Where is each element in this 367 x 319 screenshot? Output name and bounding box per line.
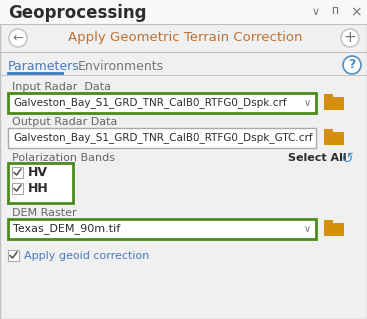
Bar [324, 220, 333, 223]
Text: Select All: Select All [288, 153, 346, 163]
Bar [8, 250, 19, 261]
Text: +: + [344, 31, 356, 46]
Text: ∨: ∨ [304, 224, 310, 234]
Bar [324, 94, 333, 97]
Text: ×: × [350, 5, 362, 19]
Text: HH: HH [28, 182, 49, 196]
Text: ↺: ↺ [341, 151, 353, 166]
Text: Geoprocessing: Geoprocessing [8, 4, 146, 22]
Text: Environments: Environments [78, 60, 164, 72]
Text: Apply geoid correction: Apply geoid correction [24, 251, 149, 261]
Text: Output Radar Data: Output Radar Data [12, 117, 117, 127]
Bar [12, 167, 23, 178]
Circle shape [343, 56, 361, 74]
Bar [324, 223, 344, 236]
Text: DEM Raster: DEM Raster [12, 208, 77, 218]
Bar [0, 0, 367, 24]
Bar [324, 129, 333, 132]
Bar [8, 128, 316, 148]
Text: ?: ? [348, 58, 356, 71]
Bar [12, 183, 23, 194]
Text: Input Radar  Data: Input Radar Data [12, 82, 111, 92]
Text: Polarization Bands: Polarization Bands [12, 153, 115, 163]
Circle shape [341, 29, 359, 47]
Text: Parameters: Parameters [8, 60, 80, 72]
Bar [8, 93, 316, 113]
Text: ∨: ∨ [312, 7, 320, 17]
Text: HV: HV [28, 167, 48, 180]
Text: ᴨ: ᴨ [331, 4, 338, 18]
Bar [8, 219, 316, 239]
Text: ∨: ∨ [304, 98, 310, 108]
Text: ←: ← [13, 32, 23, 44]
Bar [324, 132, 344, 145]
Text: Galveston_Bay_S1_GRD_TNR_CalB0_RTFG0_Dspk_GTC.crf: Galveston_Bay_S1_GRD_TNR_CalB0_RTFG0_Dsp… [13, 133, 313, 144]
Text: Apply Geometric Terrain Correction: Apply Geometric Terrain Correction [68, 32, 302, 44]
Circle shape [9, 29, 27, 47]
Bar [324, 97, 344, 110]
Text: Galveston_Bay_S1_GRD_TNR_CalB0_RTFG0_Dspk.crf: Galveston_Bay_S1_GRD_TNR_CalB0_RTFG0_Dsp… [13, 98, 287, 108]
Text: Texas_DEM_90m.tif: Texas_DEM_90m.tif [13, 224, 120, 234]
Bar [8, 163, 73, 203]
